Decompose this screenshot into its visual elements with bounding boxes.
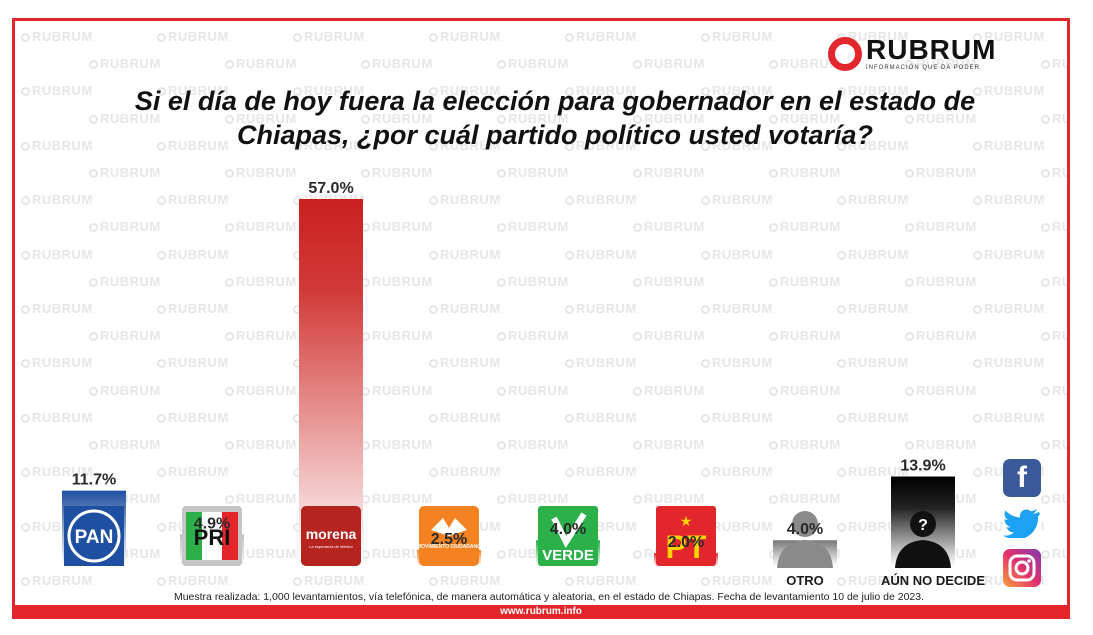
bar-morena bbox=[299, 199, 363, 566]
pri-red-stripe bbox=[222, 512, 238, 560]
morena-logo-subtext: La esperanza de México bbox=[309, 544, 353, 549]
pt-logo: ★PT bbox=[656, 506, 716, 566]
aun-logo: ? AÚN NO DECIDE bbox=[881, 511, 985, 588]
title-line-2: Chiapas, ¿por cuál partido político uste… bbox=[236, 120, 874, 150]
otro-category-label: OTRO bbox=[786, 573, 824, 588]
pri-logo-text: PRI bbox=[194, 525, 231, 550]
value-label-aun: 13.9% bbox=[900, 458, 945, 475]
title-line-1: Si el día de hoy fuera la elección para … bbox=[134, 86, 976, 116]
pan-logo-text: PAN bbox=[75, 527, 114, 548]
value-label-verde: 4.0% bbox=[550, 521, 586, 538]
aun-question-mark: ? bbox=[918, 517, 928, 534]
twitter-icon[interactable] bbox=[1003, 504, 1041, 542]
sample-note: Muestra realizada: 1,000 levantamientos,… bbox=[173, 591, 925, 603]
value-label-pt: 2.0% bbox=[668, 534, 704, 551]
pri-logo: PRI bbox=[182, 506, 242, 566]
logo-tagline: INFORMACIÓN QUE DA PODER bbox=[866, 65, 981, 71]
morena-logo-bg bbox=[301, 506, 361, 566]
pan-logo-bg bbox=[64, 506, 124, 566]
mc-logo: MOVIMIENTO CIUDADANO bbox=[417, 506, 481, 566]
morena-logo: morena La esperanza de México bbox=[301, 506, 361, 566]
mc-eagle-icon bbox=[431, 518, 467, 536]
verde-check-icon bbox=[551, 512, 587, 549]
pan-logo-ring bbox=[67, 509, 121, 563]
pri-white-stripe bbox=[202, 512, 222, 560]
value-labels-group: 11.7% 4.9% 57.0% 2.5% 4.0% 2.0% 4.0% 13.9% bbox=[72, 180, 946, 551]
pri-green-stripe bbox=[186, 512, 202, 560]
party-logos-group: PAN PRI morena La esperanza de México MOVIMI… bbox=[64, 506, 985, 588]
otro-person-body-icon bbox=[777, 540, 833, 568]
facebook-icon[interactable]: f bbox=[1003, 459, 1041, 497]
verde-logo: VERDE bbox=[538, 506, 598, 566]
value-label-pan: 11.7% bbox=[72, 472, 116, 489]
aun-category-label: AÚN NO DECIDE bbox=[881, 573, 985, 588]
chart-title: Si el día de hoy fuera la elección para … bbox=[40, 84, 1070, 152]
pan-logo: PAN bbox=[64, 506, 124, 566]
logo-circle-icon bbox=[828, 36, 862, 71]
morena-logo-text: morena bbox=[306, 526, 357, 542]
logo-name: RUBRUM bbox=[866, 34, 997, 65]
value-label-pri: 4.9% bbox=[194, 515, 230, 532]
aun-person-head-icon bbox=[910, 511, 936, 537]
footer-url-link[interactable]: www.rubrum.info bbox=[500, 606, 582, 617]
footer-url-bar: www.rubrum.info bbox=[12, 605, 1070, 619]
otro-logo: OTRO bbox=[777, 511, 833, 588]
instagram-camera-icon bbox=[1008, 554, 1036, 582]
verde-logo-text: VERDE bbox=[542, 547, 594, 564]
mc-logo-text: MOVIMIENTO CIUDADANO bbox=[417, 544, 481, 550]
pt-logo-bg bbox=[656, 506, 716, 566]
instagram-icon[interactable] bbox=[1003, 549, 1041, 587]
twitter-bird-icon bbox=[1003, 509, 1040, 538]
social-icons: f bbox=[1003, 459, 1041, 594]
value-label-mc: 2.5% bbox=[431, 531, 467, 548]
pt-star-icon: ★ bbox=[680, 514, 693, 530]
value-label-otro: 4.0% bbox=[787, 521, 823, 538]
rubrum-logo: RUBRUM INFORMACIÓN QUE DA PODER bbox=[828, 36, 996, 71]
aun-person-body-icon bbox=[895, 540, 951, 568]
pt-logo-text: PT bbox=[666, 529, 707, 565]
otro-person-head-icon bbox=[792, 511, 818, 537]
value-label-morena: 57.0% bbox=[308, 180, 353, 197]
